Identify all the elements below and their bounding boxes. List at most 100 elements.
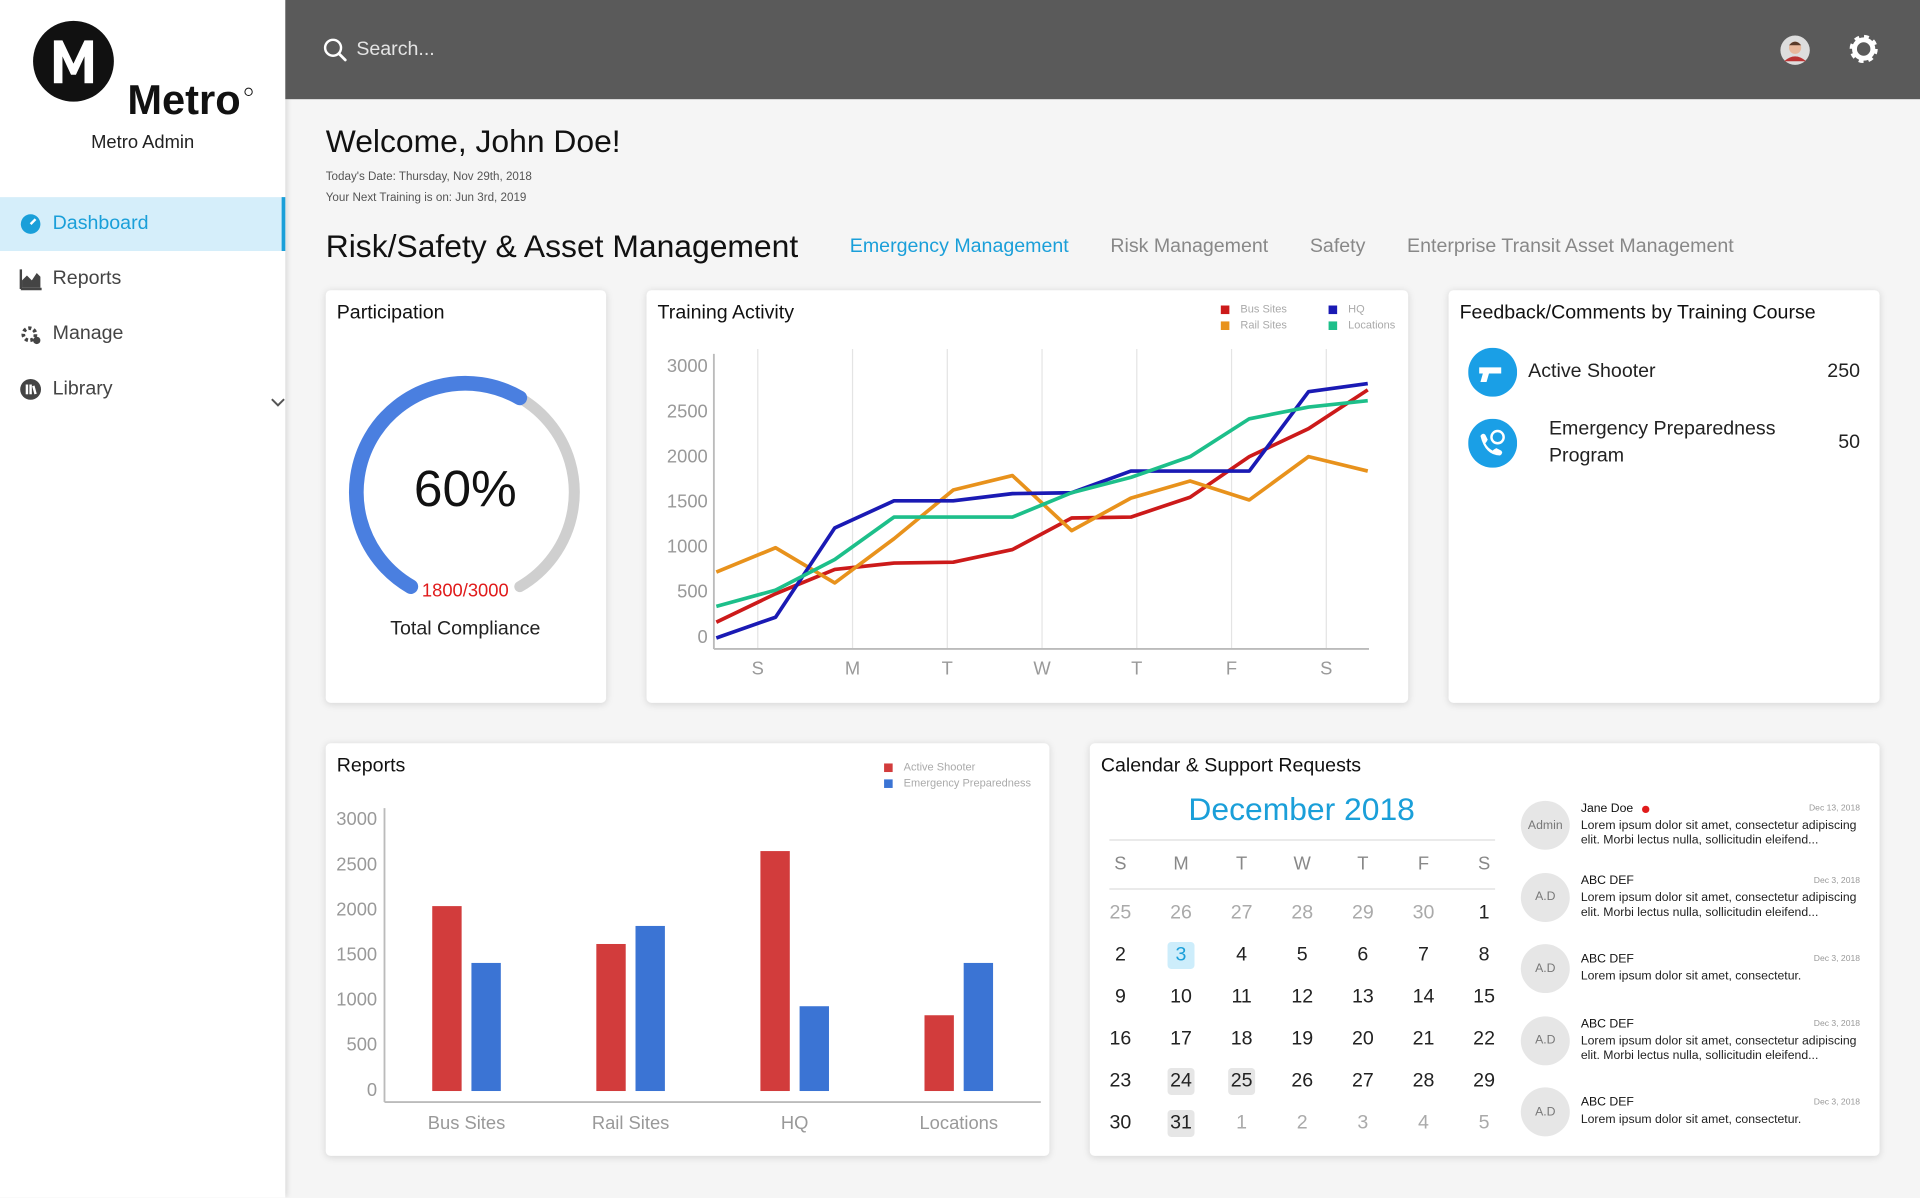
day[interactable]: 26 xyxy=(1291,1070,1313,1092)
message-text: Lorem ipsum dolor sit amet, consectetur … xyxy=(1580,1034,1857,1063)
day[interactable]: 10 xyxy=(1170,986,1192,1008)
tab[interactable]: Emergency Management xyxy=(849,236,1069,258)
day[interactable]: 3 xyxy=(1357,1112,1368,1134)
course-icon-glyph xyxy=(1468,418,1518,468)
course-name: Emergency Preparedness Program xyxy=(1548,418,1776,467)
weekday-label: S xyxy=(1114,852,1126,873)
day[interactable]: 18 xyxy=(1231,1028,1253,1050)
line-chart: S M T W T F S 0 500 1000 1500 2000 2500 3000 Bus Sites… xyxy=(667,304,1396,679)
bar xyxy=(432,906,462,1092)
message-text: Lorem ipsum dolor sit amet, consectetur … xyxy=(1580,890,1857,919)
chevron[interactable] xyxy=(271,397,286,409)
feedback-item[interactable]: Active Shooter 250 xyxy=(1449,345,1880,399)
day[interactable]: 25 xyxy=(1231,1070,1253,1092)
day[interactable]: 9 xyxy=(1115,986,1126,1008)
day[interactable]: 30 xyxy=(1413,902,1435,924)
y-tick-label: 1000 xyxy=(336,989,377,1010)
day[interactable]: 5 xyxy=(1479,1112,1490,1134)
day[interactable]: 25 xyxy=(1110,902,1132,924)
nav-icon-glyph xyxy=(19,269,42,291)
day[interactable]: 1 xyxy=(1479,902,1490,924)
nav-label: Manage xyxy=(52,323,124,345)
sender-name: ABC DEF xyxy=(1580,873,1634,888)
message[interactable]: A.D ABC DEF Dec 3, 2018 Lorem ipsum dolor s… xyxy=(1520,1076,1864,1147)
nav-item[interactable]: Reports xyxy=(0,252,285,306)
series-line xyxy=(715,398,1368,609)
today-highlight xyxy=(1167,942,1195,969)
nav-icon-glyph xyxy=(20,214,41,234)
day[interactable]: 2 xyxy=(1115,944,1126,966)
message[interactable]: A.D ABC DEF Dec 3, 2018 Lorem ipsum dolor s… xyxy=(1520,861,1864,932)
day[interactable]: 11 xyxy=(1231,986,1251,1008)
day[interactable]: 21 xyxy=(1413,1028,1435,1050)
day[interactable]: 1 xyxy=(1236,1112,1247,1134)
day[interactable]: 20 xyxy=(1352,1028,1374,1050)
today-date: Today's Date: Thursday, Nov 29th, 2018 xyxy=(325,170,532,184)
day[interactable]: 12 xyxy=(1291,986,1313,1008)
weekday-label: M xyxy=(1173,852,1188,873)
day[interactable]: 14 xyxy=(1413,986,1435,1008)
day[interactable]: 13 xyxy=(1352,986,1374,1008)
day[interactable]: 8 xyxy=(1479,944,1490,966)
profile-avatar[interactable] xyxy=(1779,34,1811,66)
day[interactable]: 4 xyxy=(1418,1112,1429,1134)
legend-swatch xyxy=(1328,321,1338,331)
brand: Metro xyxy=(127,76,240,123)
day[interactable]: 4 xyxy=(1236,944,1247,966)
day[interactable]: 27 xyxy=(1352,1070,1374,1092)
y-tick-label: 500 xyxy=(677,581,708,602)
nav-item[interactable]: Dashboard xyxy=(0,197,286,252)
day[interactable]: 24 xyxy=(1170,1070,1192,1092)
search-icon[interactable] xyxy=(322,37,349,64)
message-body: ABC DEF Dec 3, 2018 Lorem ipsum dolor sit … xyxy=(1581,1096,1860,1128)
day[interactable]: 15 xyxy=(1473,986,1495,1008)
tab[interactable]: Safety xyxy=(1309,236,1366,258)
tab[interactable]: Risk Management xyxy=(1110,236,1269,258)
message-head: Jane Doe Dec 13, 2018 xyxy=(1581,802,1860,815)
brand-subtitle: Metro Admin xyxy=(91,132,195,154)
settings-icon[interactable] xyxy=(1848,33,1880,65)
day[interactable]: 28 xyxy=(1413,1070,1435,1092)
course-count: 250 xyxy=(1827,361,1861,383)
day[interactable]: 28 xyxy=(1291,902,1313,924)
day[interactable]: 23 xyxy=(1110,1070,1132,1092)
bar xyxy=(635,925,665,1092)
day[interactable]: 26 xyxy=(1170,902,1192,924)
day[interactable]: 6 xyxy=(1357,944,1368,966)
day[interactable]: 7 xyxy=(1418,944,1429,966)
series-line xyxy=(715,381,1369,640)
day[interactable]: 30 xyxy=(1110,1112,1132,1134)
day[interactable]: 19 xyxy=(1291,1028,1313,1050)
day[interactable]: 5 xyxy=(1297,944,1308,966)
nav-icon-glyph xyxy=(21,326,41,345)
message[interactable]: A.D ABC DEF Dec 3, 2018 Lorem ipsum dolor s… xyxy=(1520,933,1864,1004)
day[interactable]: 2 xyxy=(1297,1112,1308,1134)
training-card: Training Activity S M T W T F S 0 500 1000 1500 200… xyxy=(646,290,1409,703)
day[interactable]: 22 xyxy=(1473,1028,1495,1050)
y-tick-label: 500 xyxy=(347,1034,378,1055)
feedback-item[interactable]: Emergency Preparedness Program 50 xyxy=(1449,416,1880,470)
legend-label: HQ xyxy=(1348,304,1365,316)
avatar: Admin xyxy=(1520,800,1570,850)
x-tick-label: Bus Sites xyxy=(428,1112,506,1133)
avatar: A.D xyxy=(1520,872,1570,922)
day[interactable]: 17 xyxy=(1170,1028,1192,1050)
day[interactable]: 3 xyxy=(1176,944,1187,966)
day[interactable]: 29 xyxy=(1473,1070,1495,1092)
bar xyxy=(471,962,501,1092)
day[interactable]: 31 xyxy=(1170,1112,1192,1134)
tab[interactable]: Enterprise Transit Asset Management xyxy=(1407,236,1734,258)
message-head: ABC DEF Dec 3, 2018 xyxy=(1581,874,1860,887)
next-training: Your Next Training is on: Jun 3rd, 2019 xyxy=(325,191,527,205)
day[interactable]: 27 xyxy=(1231,902,1253,924)
x-tick-label: F xyxy=(1226,658,1237,679)
avatar: A.D xyxy=(1520,1087,1570,1137)
day[interactable]: 16 xyxy=(1110,1028,1132,1050)
nav-item[interactable]: Library xyxy=(0,362,285,416)
nav-item[interactable]: Manage xyxy=(0,307,285,361)
message[interactable]: A.D ABC DEF Dec 3, 2018 Lorem ipsum dolor s… xyxy=(1520,1005,1864,1076)
gauge-label: 60% xyxy=(414,459,517,517)
day[interactable]: 29 xyxy=(1352,902,1374,924)
search-input[interactable]: Search... xyxy=(356,39,435,61)
message[interactable]: Admin Jane Doe Dec 13, 2018 Lorem ipsum dol… xyxy=(1520,790,1864,861)
